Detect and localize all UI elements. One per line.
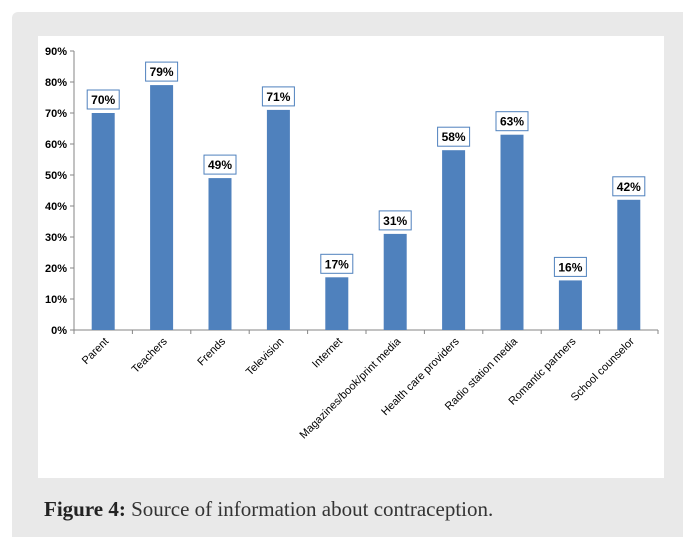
x-tick-label: Internet — [310, 336, 345, 371]
bar — [325, 277, 349, 330]
figure-caption: Figure 4: Source of information about co… — [44, 497, 493, 522]
bar — [266, 109, 290, 331]
data-label: 71% — [266, 90, 290, 104]
data-label: 31% — [383, 214, 407, 228]
bar — [150, 85, 174, 330]
bar — [208, 178, 232, 330]
caption-text: Source of information about contraceptio… — [131, 497, 494, 521]
bar — [442, 150, 466, 330]
data-label: 42% — [617, 180, 641, 194]
x-tick-label: School counselor — [569, 335, 637, 403]
data-label: 17% — [325, 257, 349, 271]
data-label-box — [86, 89, 120, 110]
data-label-box — [553, 256, 587, 277]
y-tick-label: 40% — [45, 201, 67, 213]
bar — [500, 134, 524, 330]
y-tick-label: 50% — [45, 170, 67, 182]
data-label-box — [612, 176, 646, 197]
data-label-box — [261, 86, 295, 107]
x-tick-label: Television — [244, 336, 287, 379]
chart-area: 0% 10% 20% 30% 40% 50% 60% 70% 80% 90% 70% Parent 79… — [38, 36, 664, 478]
data-label: 70% — [91, 93, 115, 107]
x-tick-label: Parent — [80, 336, 111, 367]
y-tick-label: 80% — [45, 77, 67, 89]
y-tick-label: 20% — [45, 263, 67, 275]
data-label-box — [320, 253, 354, 274]
bar — [91, 113, 115, 330]
x-tick-label: Magazines/book/print media — [298, 335, 404, 441]
bar-chart: 0% 10% 20% 30% 40% 50% 60% 70% 80% 90% 70% Parent 79… — [45, 46, 659, 441]
data-label-box — [378, 210, 412, 231]
bar — [558, 280, 582, 330]
bar — [383, 233, 407, 330]
data-label: 16% — [558, 260, 582, 274]
x-tick-label: Teachers — [130, 335, 170, 375]
data-label: 58% — [442, 130, 466, 144]
data-label: 63% — [500, 115, 524, 129]
caption-label: Figure 4: — [44, 497, 126, 521]
bar — [617, 199, 641, 330]
data-label: 79% — [150, 65, 174, 79]
y-tick-label: 30% — [45, 232, 67, 244]
y-tick-label: 0% — [51, 325, 67, 337]
data-label-box — [437, 126, 471, 147]
x-tick-label: Frends — [195, 335, 228, 368]
y-tick-label: 60% — [45, 139, 67, 151]
data-label-box — [203, 154, 237, 175]
y-tick-label: 90% — [45, 46, 67, 58]
y-tick-label: 70% — [45, 108, 67, 120]
y-tick-label: 10% — [45, 294, 67, 306]
data-label-box — [145, 61, 179, 82]
data-label: 49% — [208, 158, 232, 172]
data-label-box — [495, 111, 529, 132]
